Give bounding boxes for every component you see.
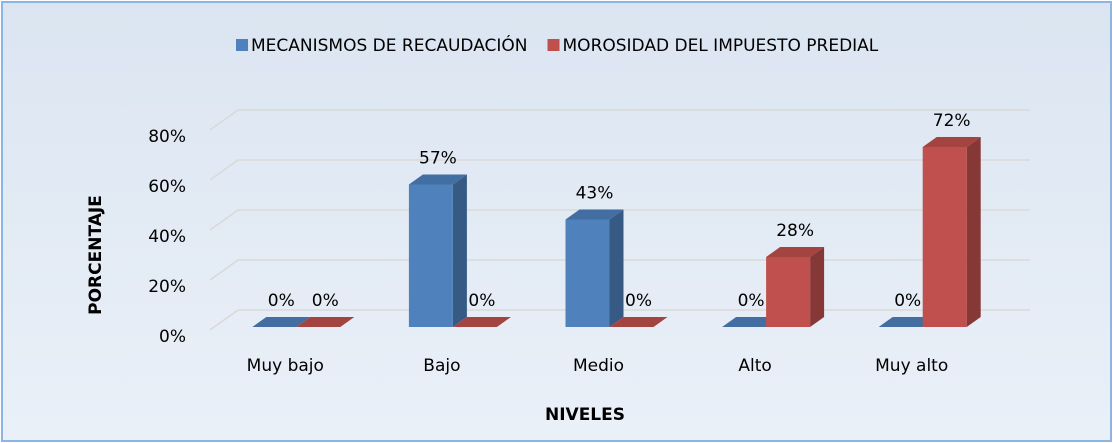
legend-label: MECANISMOS DE RECAUDACIÓN	[251, 34, 528, 56]
x-tick-label: Medio	[573, 356, 624, 376]
grid-line	[209, 259, 1030, 281]
bar	[922, 137, 981, 327]
bar	[452, 317, 511, 327]
bar	[252, 317, 311, 327]
grid-line	[209, 209, 1030, 231]
bar	[609, 317, 668, 327]
grid-line	[209, 159, 1030, 181]
x-axis-title: NIVELES	[545, 405, 625, 425]
bar	[565, 209, 624, 327]
grid-line	[209, 109, 1030, 131]
x-tick-label: Alto	[738, 356, 771, 376]
bar	[722, 317, 781, 327]
data-label: 0%	[468, 291, 495, 311]
data-label: 0%	[625, 291, 652, 311]
bar	[878, 317, 937, 327]
grid-line	[209, 309, 1030, 331]
data-label: 43%	[576, 184, 614, 204]
data-label: 28%	[776, 221, 814, 241]
data-label: 72%	[933, 111, 971, 131]
bar	[766, 247, 825, 327]
y-axis-title: PORCENTAJE	[86, 195, 106, 315]
data-label: 0%	[268, 291, 295, 311]
legend-swatch	[547, 39, 560, 51]
x-tick-label: Muy bajo	[247, 356, 324, 376]
y-tick-label: 60%	[148, 177, 186, 197]
y-tick-label: 0%	[159, 327, 186, 347]
bar	[296, 317, 355, 327]
bar	[408, 174, 467, 327]
data-label: 0%	[894, 291, 921, 311]
y-tick-label: 80%	[148, 127, 186, 147]
data-label: 57%	[419, 149, 457, 169]
data-label: 0%	[738, 291, 765, 311]
y-tick-label: 20%	[148, 277, 186, 297]
x-tick-label: Muy alto	[875, 356, 948, 376]
data-label: 0%	[312, 291, 339, 311]
x-tick-label: Bajo	[423, 356, 460, 376]
legend-label: MOROSIDAD DEL IMPUESTO PREDIAL	[563, 36, 879, 56]
y-tick-label: 40%	[148, 227, 186, 247]
legend-swatch	[236, 39, 248, 51]
